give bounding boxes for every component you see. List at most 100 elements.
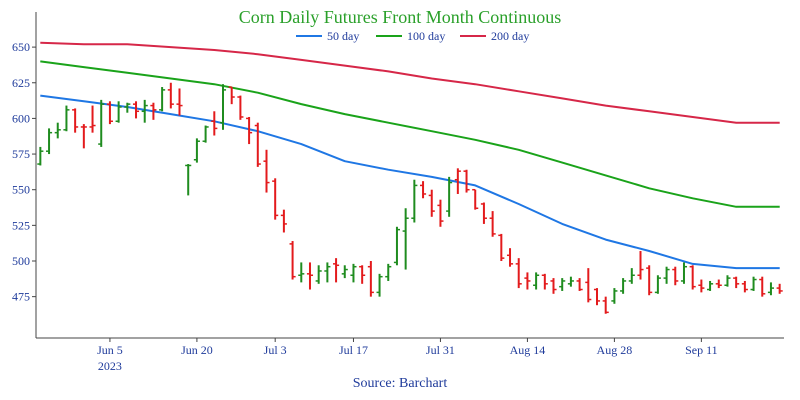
ohlc-bar [333,258,340,283]
ohlc-bar [46,128,53,155]
ohlc-bar [637,251,644,280]
ohlc-bar [341,265,348,279]
price-bars [37,82,783,314]
ohlc-bar [498,233,505,261]
ohlc-bar [219,84,227,130]
x-tick-label: Sep 11 [685,343,718,357]
ohlc-bar [437,199,444,227]
source-label: Source: Barchart [353,376,448,391]
ohlc-bar [89,105,96,133]
ma-line-50-day [40,94,780,270]
ohlc-bar [237,95,244,120]
ohlc-bar [698,279,705,293]
y-tick-label: 500 [12,254,30,268]
ohlc-bar [446,176,453,217]
ohlc-bar [646,265,653,296]
ohlc-bar [654,275,661,294]
ohlc-bar [63,105,70,132]
ohlc-bar [576,278,583,291]
x-axis-ticks: Jun 5 Jun 20 Jul 3 Jul 17 Jul 31 Aug 14 Aug 28… [97,338,718,373]
ohlc-bar [541,273,548,290]
ohlc-bar [515,258,522,289]
y-tick-label: 475 [12,290,30,304]
x-year-label: 2023 [98,359,122,373]
ohlc-bar [454,168,461,194]
ohlc-bar [54,122,61,139]
ohlc-bar [393,226,400,266]
ohlc-bar [167,82,174,109]
ohlc-bar [480,202,487,224]
ohlc-bar [767,282,774,296]
ohlc-bar [524,272,531,290]
ohlc-bar [750,276,757,291]
y-tick-label: 625 [12,76,30,90]
ohlc-bar [359,265,366,284]
ohlc-bar [385,263,392,281]
y-tick-label: 575 [12,147,30,161]
ohlc-bar [620,278,627,294]
ohlc-bar [98,99,105,147]
x-tick-label: Jun 20 [181,343,213,357]
y-tick-label: 650 [12,40,30,54]
ohlc-bar [489,211,496,237]
ohlc-bar [280,209,287,233]
ohlc-bar [376,273,383,297]
x-tick-label: Jul 31 [426,343,455,357]
ohlc-bar [289,241,296,280]
ohlc-bar [141,99,148,123]
ohlc-bar [428,189,435,217]
ohlc-bar [80,124,87,149]
ohlc-bar [272,178,279,220]
ohlc-bar [228,86,235,105]
ohlc-bar [663,266,670,284]
moving-average-lines [40,41,780,270]
ohlc-bar [298,262,305,283]
ohlc-bar [193,138,200,163]
ohlc-bar [567,276,574,287]
y-tick-label: 525 [12,218,30,232]
ohlc-bar [132,101,140,119]
ohlc-bar [611,288,618,304]
ohlc-bar [420,181,427,199]
ohlc-bar [707,280,714,291]
legend: 50 day 100 day 200 day [296,29,529,43]
x-tick-label: Jul 3 [264,343,287,357]
ohlc-bar [533,272,540,290]
ohlc-bar [776,283,783,294]
ohlc-bar [463,169,470,193]
ohlc-bar [150,102,157,120]
x-tick-label: Aug 28 [597,343,633,357]
ohlc-bar [585,268,592,303]
ohlc-bar [680,262,688,284]
y-tick-label: 600 [12,111,30,125]
chart-title: Corn Daily Futures Front Month Continuou… [239,7,562,27]
ohlc-bar [176,88,183,116]
ohlc-bar [550,278,557,294]
axes [35,12,784,339]
ohlc-bar [689,265,696,290]
ohlc-bar [211,111,218,136]
ohlc-bar [106,101,113,125]
ohlc-bar [324,262,331,283]
x-tick-label: Jul 17 [339,343,368,357]
y-tick-label: 550 [12,183,30,197]
x-tick-label: Jun 5 [97,343,123,357]
legend-label: 200 day [491,29,529,43]
ohlc-bar [559,278,566,291]
ohlc-bar [411,179,418,223]
ohlc-bar [202,125,209,143]
ohlc-bar [246,116,253,145]
x-tick-label: Aug 14 [510,343,546,357]
ohlc-bar [402,208,409,270]
ohlc-bar [72,108,79,133]
ohlc-bar [124,102,131,113]
ohlc-bar [472,188,479,210]
legend-label: 100 day [407,29,445,43]
ohlc-bar [315,265,322,284]
ohlc-bar [672,266,679,286]
ohlc-bar [506,248,514,267]
ohlc-bar [593,288,601,306]
ohlc-bar [37,146,44,166]
